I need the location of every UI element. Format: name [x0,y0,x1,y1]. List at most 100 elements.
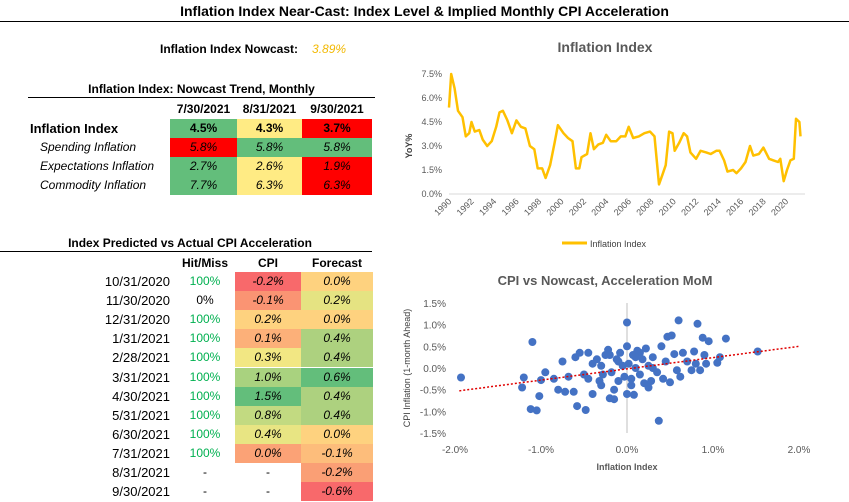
y-axis-label: YoY% [404,134,414,159]
y-tick-label: 1.0% [423,321,446,332]
scatter-point [584,348,593,357]
x-tick-label: 2018 [747,196,768,217]
nowcast-readout: Inflation Index Nowcast: 3.89% [160,42,346,56]
x-tick-label: 2004 [589,196,610,217]
y-tick-label: -1.0% [420,407,446,418]
cpi-cell: 0.8% [235,405,301,425]
divider [28,97,375,98]
scatter-point [659,374,668,383]
trend-cell: 6.3% [302,176,372,195]
chart-title: CPI vs Nowcast, Acceleration MoM [498,273,713,288]
column-header: 8/31/2021 [242,102,297,116]
forecast-cell: 0.4% [301,329,373,349]
hit-miss-cell: 100% [189,445,221,460]
x-tick-label: 2008 [634,196,655,217]
forecast-cell: -0.6% [301,482,373,502]
forecast-cell: 0.4% [301,348,373,368]
chart-title: Inflation Index [558,39,653,55]
scatter-point [661,357,670,366]
trend-cell: 2.6% [237,157,302,176]
column-header: CPI [257,256,278,270]
row-date: 2/28/2021 [112,350,170,366]
x-tick-label: 0.0% [616,445,639,456]
scatter-point [674,316,683,325]
y-tick-label: 1.5% [423,299,446,310]
scatter-point [700,351,709,359]
row-date: 8/31/2021 [112,465,170,480]
scatter-point [518,383,527,392]
x-tick-label: -2.0% [442,445,468,456]
forecast-cell: 0.0% [301,310,373,330]
scatter-point [644,383,653,392]
x-tick-label: 1998 [522,196,543,217]
scatter-point [610,395,619,404]
scatter-point [614,357,623,366]
scatter-point [532,406,541,415]
scatter-point [610,385,619,394]
scatter-point [693,319,702,328]
scatter-point [541,368,550,377]
cpi-cell: 0.4% [235,424,301,444]
x-tick-label: 1992 [455,196,476,217]
cpi-cell: 0.0% [235,443,301,463]
row-label: Expectations Inflation [40,159,155,173]
row-label: Inflation Index [30,121,119,136]
scatter-point [629,390,638,399]
scatter-point [554,385,563,394]
trend-cell: 3.7% [302,119,372,138]
cpi-cell: -0.1% [235,291,301,311]
scatter-point [627,381,636,390]
scatter-point [698,333,707,342]
column-header: 9/30/2021 [310,102,364,116]
trend-cell: 4.3% [237,119,302,138]
scatter-point [647,377,656,385]
trend-cell: 5.8% [302,138,372,157]
scatter-point [605,351,614,359]
hit-miss-cell: 100% [189,350,221,365]
scatter-point [558,357,567,366]
row-date: 7/31/2021 [112,445,170,461]
forecast-cell: 0.4% [301,386,373,406]
scatter-point [635,370,644,379]
scatter-point [715,353,724,362]
x-tick-label: 2014 [702,196,723,217]
y-tick-label: 6.0% [421,93,442,103]
scatter-point [549,374,558,383]
trend-cell: 7.7% [170,176,237,195]
y-tick-label: -0.5% [420,386,446,397]
scatter-point [704,337,713,346]
hit-miss-cell: 100% [189,274,221,288]
scatter-point [641,344,650,353]
trend-cell: 2.7% [170,157,237,176]
scatter-point [623,390,631,398]
scatter-point [654,416,663,425]
scatter-point [667,331,676,340]
trend-cell: 5.8% [170,138,237,157]
scatter-point [519,373,528,382]
y-tick-label: 0.0% [421,189,442,199]
scatter-point [581,406,590,414]
scatter-point [627,374,636,383]
scatter-point [569,387,578,396]
trend-table-title: Inflation Index: Nowcast Trend, Monthly [88,82,315,96]
scatter-point [672,366,681,375]
y-tick-label: 0.5% [423,342,446,353]
hit-miss-cell: 100% [189,407,221,422]
trend-cell: 6.3% [237,176,302,195]
hit-miss-cell: 100% [189,388,221,403]
cpi-vs-nowcast-scatter-chart: CPI vs Nowcast, Acceleration MoM -1.5% -1.… [402,273,811,472]
x-tick-label: 2002 [567,196,588,217]
x-tick-label: 1990 [432,196,453,217]
scatter-point [687,366,696,375]
column-header: Hit/Miss [181,256,228,270]
scatter-point [526,405,535,414]
row-date: 12/31/2020 [104,312,170,328]
row-date: 4/30/2021 [112,388,170,404]
hit-miss-cell: 100% [189,312,221,327]
scatter-point [620,372,629,381]
scatter-point [638,355,647,364]
row-label: Commodity Inflation [40,178,147,192]
scatter-point [690,347,699,356]
row-date: 10/31/2020 [104,274,170,289]
scatter-point [607,368,616,377]
